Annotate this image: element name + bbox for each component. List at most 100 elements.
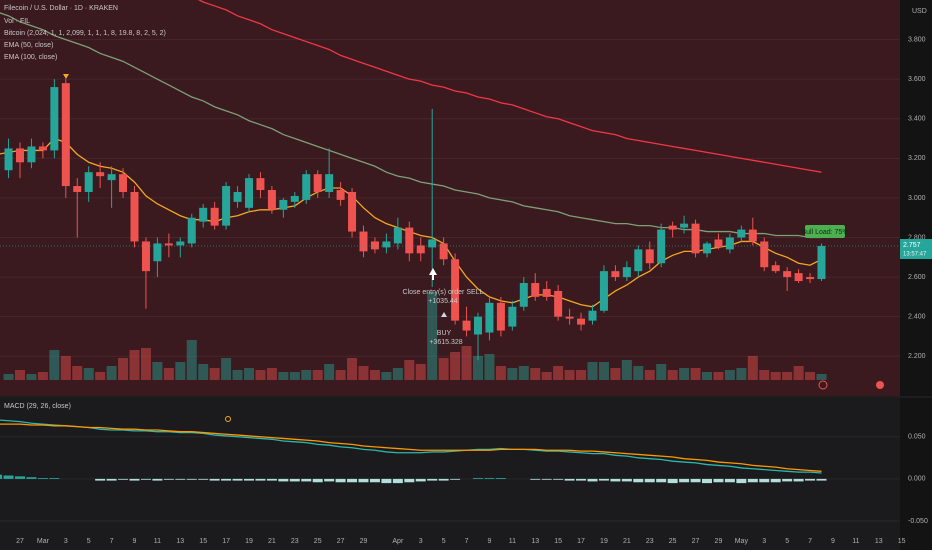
volume-bar (118, 358, 129, 380)
event-icon (818, 380, 828, 390)
candle-body (703, 243, 711, 254)
volume-bar (587, 362, 598, 380)
volume-bar (26, 374, 37, 380)
histogram-bar (598, 478, 609, 481)
axes: 2.200 2.400 2.600 2.800 3.000 3.200 3.400 3.600… (16, 36, 928, 544)
legend-ema100: EMA (100, close) (4, 54, 57, 61)
candle-body (416, 245, 425, 254)
candle-body (141, 241, 150, 272)
candle-body (302, 174, 311, 200)
candle-body (267, 190, 276, 210)
candle-body (519, 283, 528, 307)
candle-body (748, 229, 757, 242)
x-tick-label: 29 (360, 538, 368, 545)
line-series (197, 0, 822, 173)
candle-body (771, 265, 780, 272)
x-tick-label: 5 (785, 538, 789, 545)
histogram-bar (358, 478, 369, 483)
x-tick-label: 23 (646, 538, 654, 545)
histogram-bar (427, 478, 438, 481)
histogram-bar (392, 478, 403, 484)
volume-bar (278, 372, 289, 380)
candle-body (531, 283, 540, 297)
candle-body (73, 186, 82, 192)
candle-body (496, 302, 505, 331)
candle-body (725, 237, 734, 250)
y-tick-label: 2.200 (908, 353, 926, 360)
histogram-bar (152, 478, 163, 481)
histogram-bar (713, 478, 724, 483)
candle-body (382, 241, 391, 248)
last-price: 2.757 (903, 242, 921, 249)
volume-bar (335, 370, 346, 380)
annotation: +1035.44 (428, 298, 457, 305)
candle-body (634, 249, 643, 272)
volume-bar (564, 370, 575, 380)
histogram-bar (15, 476, 25, 479)
candle-body (691, 223, 700, 254)
candle-body (210, 207, 219, 226)
x-tick-label: 21 (268, 538, 276, 545)
volume-bar (106, 366, 117, 380)
histogram-bar (633, 478, 644, 483)
histogram-bar (140, 478, 151, 480)
y-tick-label: 0.050 (908, 434, 926, 441)
histogram-bar (335, 478, 346, 483)
candle-body (199, 207, 208, 222)
candle-body (38, 146, 47, 151)
x-tick-label: 25 (314, 538, 322, 545)
volume-bar (175, 362, 186, 380)
volume-bar (576, 370, 587, 380)
candle-body (27, 146, 36, 163)
histogram-bar (278, 478, 289, 482)
volume-bar (518, 366, 529, 380)
candle-body (508, 306, 517, 327)
candle-body (16, 148, 24, 163)
sell-arrow (429, 268, 437, 275)
candle-body (405, 227, 414, 254)
line-series (0, 423, 822, 472)
candle-body (119, 174, 128, 192)
histogram-bar (266, 478, 277, 481)
volume-bar (129, 350, 140, 380)
histogram-bar (209, 478, 220, 481)
candle-body (462, 320, 471, 331)
x-tick-label: 17 (577, 538, 585, 545)
price-plot (0, 0, 900, 380)
candle-body (542, 288, 551, 297)
volume-bar (736, 368, 747, 380)
histogram-bar (37, 478, 48, 479)
candle-body (176, 241, 185, 246)
histogram-bar (95, 478, 106, 481)
candle-body (760, 241, 769, 268)
histogram-bar (255, 478, 266, 481)
histogram-bar (404, 478, 415, 483)
volume-bar (770, 372, 781, 380)
candle-body (61, 83, 70, 187)
volume-bar (95, 372, 106, 380)
volume-bar (244, 368, 254, 380)
volume-bar (667, 370, 678, 380)
candle-body (164, 243, 173, 246)
volume-bar (782, 372, 793, 380)
volume-bar (461, 346, 472, 380)
x-tick-label: 27 (692, 538, 700, 545)
x-tick-label: 5 (442, 538, 446, 545)
volume-bar (484, 354, 495, 380)
candle-body (680, 223, 689, 228)
y-tick-label: 0.000 (908, 476, 926, 483)
volume-bar (633, 366, 644, 380)
volume-bar (347, 358, 358, 380)
x-tick-label: 23 (291, 538, 299, 545)
candle-body (451, 259, 460, 321)
histogram-bar (232, 478, 243, 481)
volume-bar (49, 350, 60, 380)
histogram-bar (324, 478, 335, 482)
volume-bar (83, 368, 94, 380)
chart-title: Filecoin / U.S. Dollar · 1D · KRAKEN (4, 5, 118, 12)
volume-bar (140, 348, 151, 380)
annotation: Close entry(s) order SELL (403, 289, 484, 296)
volume-bar (415, 364, 426, 380)
volume-bar (679, 368, 690, 380)
volume-bar (427, 292, 438, 380)
